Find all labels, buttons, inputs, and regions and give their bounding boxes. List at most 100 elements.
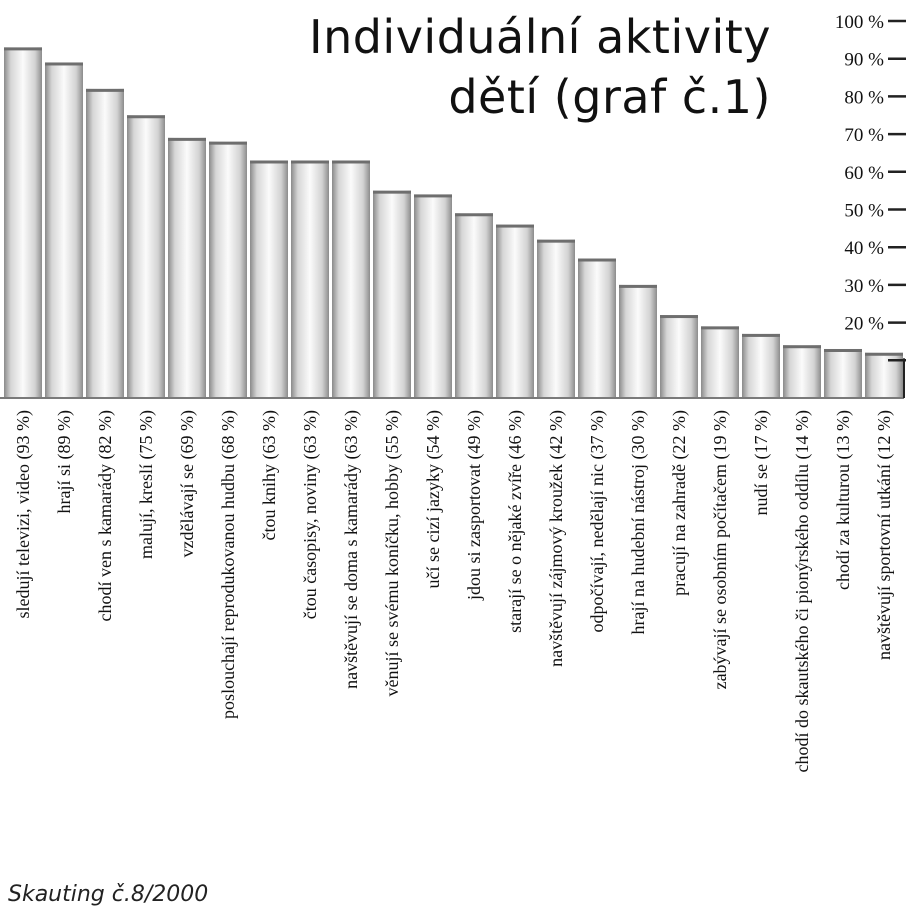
bar-3 <box>86 88 124 399</box>
bar-top-edge <box>291 160 329 164</box>
bar-body <box>291 160 329 398</box>
bar-body <box>619 284 657 398</box>
y-tick-label-100: 100 % <box>835 12 884 33</box>
chart-title-line-1: Individuální aktivity <box>309 10 771 64</box>
y-tick-label-40: 40 % <box>844 238 884 259</box>
bar-top-edge <box>414 194 452 198</box>
bar-top-edge <box>537 239 575 243</box>
x-tick-label-14: navštěvují zájmový kroužek (42 %) <box>546 410 567 667</box>
bar-body <box>537 239 575 398</box>
bar-body <box>45 62 83 398</box>
x-tick-label-1: sledují televizi, video (93 %) <box>13 410 34 618</box>
bar-body <box>742 333 780 398</box>
bar-top-edge <box>4 47 42 51</box>
x-tick-label-4: malují, kreslí (75 %) <box>136 410 157 559</box>
bar-top-edge <box>86 88 124 92</box>
bar-12 <box>455 213 493 398</box>
x-tick-label-12: jdou si zasportovat (49 %) <box>464 410 485 601</box>
x-tick-label-20: chodí do skautského či pionýrského oddíl… <box>792 410 813 772</box>
bar-9 <box>332 160 370 398</box>
bar-top-edge <box>783 345 821 349</box>
x-tick-label-16: hrají na hudební nástroj (30 %) <box>628 410 649 634</box>
x-tick-label-6: poslouchají reprodukovanou hudbu (68 %) <box>218 410 239 719</box>
y-tick-label-60: 60 % <box>844 163 884 184</box>
x-tick-label-5: vzdělávají se (69 %) <box>177 410 198 557</box>
x-tick-label-3: chodí ven s kamarády (82 %) <box>95 410 116 621</box>
bar-15 <box>578 258 616 398</box>
bar-top-edge <box>578 258 616 262</box>
bar-body <box>86 88 124 399</box>
bar-top-edge <box>701 326 739 330</box>
bar-body <box>4 47 42 398</box>
x-tick-label-9: navštěvují se doma s kamarády (63 %) <box>341 410 362 689</box>
bar-10 <box>373 190 411 398</box>
bars-group <box>0 47 904 399</box>
bar-body <box>701 326 739 398</box>
bar-2 <box>45 62 83 398</box>
bar-top-edge <box>373 190 411 194</box>
bar-body <box>496 224 534 398</box>
bar-body <box>783 345 821 398</box>
bar-top-edge <box>660 315 698 319</box>
bar-top-edge <box>332 160 370 164</box>
bar-1 <box>4 47 42 398</box>
bar-21 <box>824 348 862 398</box>
bar-14 <box>537 239 575 398</box>
x-tick-label-19: nudí se (17 %) <box>751 410 772 515</box>
y-tick-label-70: 70 % <box>844 125 884 146</box>
x-tick-label-21: chodí za kulturou (13 %) <box>833 410 854 590</box>
bar-top-edge <box>455 213 493 217</box>
bar-20 <box>783 345 821 398</box>
bar-body <box>209 141 247 398</box>
bar-7 <box>250 160 288 398</box>
bar-top-edge <box>496 224 534 228</box>
x-tick-label-15: odpočívají, nedělají nic (37 %) <box>587 410 608 632</box>
bar-13 <box>496 224 534 398</box>
bar-body <box>168 137 206 398</box>
source-caption: Skauting č.8/2000 <box>8 882 209 907</box>
bar-body <box>455 213 493 398</box>
bar-top-edge <box>209 141 247 145</box>
bar-body <box>578 258 616 398</box>
y-tick-label-50: 50 % <box>844 201 884 222</box>
bar-top-edge <box>45 62 83 66</box>
bar-body <box>414 194 452 398</box>
bar-body <box>127 115 165 398</box>
y-axis: 100 % 90 % 80 % 70 % 60 % 50 % 40 % 30 % 20 % <box>835 12 906 398</box>
bar-19 <box>742 333 780 398</box>
bar-body <box>660 315 698 398</box>
bar-top-edge <box>250 160 288 164</box>
bar-17 <box>660 315 698 398</box>
bar-top-edge <box>619 284 657 288</box>
bar-8 <box>291 160 329 398</box>
x-tick-label-7: čtou knihy (63 %) <box>259 410 280 540</box>
bar-16 <box>619 284 657 398</box>
bar-4 <box>127 115 165 398</box>
bar-body <box>332 160 370 398</box>
x-tick-label-10: věnují se svému koníčku, hobby (55 %) <box>382 410 403 696</box>
y-tick-label-20: 20 % <box>844 314 884 335</box>
bar-11 <box>414 194 452 398</box>
bar-top-edge <box>824 348 862 352</box>
bar-body <box>824 348 862 398</box>
bar-top-edge <box>127 115 165 119</box>
bar-top-edge <box>168 137 206 141</box>
bar-body <box>373 190 411 398</box>
chart-title-line-2: dětí (graf č.1) <box>448 70 771 124</box>
x-axis-labels: sledují televizi, video (93 %) hrají si (… <box>13 410 895 772</box>
x-tick-label-11: učí se cizí jazyky (54 %) <box>423 410 444 588</box>
x-tick-label-17: pracují na zahradě (22 %) <box>669 410 690 596</box>
bar-top-edge <box>742 333 780 337</box>
bar-body <box>250 160 288 398</box>
y-tick-label-30: 30 % <box>844 276 884 297</box>
x-tick-label-2: hrají si (89 %) <box>54 410 75 513</box>
x-tick-label-8: čtou časopisy, noviny (63 %) <box>300 410 321 619</box>
x-tick-label-22: navštěvují sportovní utkání (12 %) <box>874 410 895 660</box>
bar-6 <box>209 141 247 398</box>
x-tick-label-18: zabývají se osobním počítačem (19 %) <box>710 410 731 689</box>
bar-top-edge <box>865 352 903 356</box>
bar-18 <box>701 326 739 398</box>
bar-5 <box>168 137 206 398</box>
y-tick-label-90: 90 % <box>844 50 884 71</box>
